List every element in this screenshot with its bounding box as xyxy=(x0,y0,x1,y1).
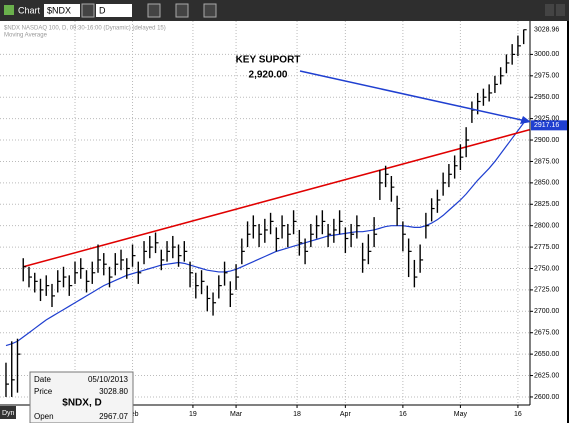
y-tick-label: 2650.00 xyxy=(534,351,559,358)
y-tick-label: 2975.00 xyxy=(534,73,559,80)
chart-subtitle: $NDX NASDAQ 100, D, 09:30-16:00 (Dynamic… xyxy=(4,26,166,32)
info-symbol: $NDX, D xyxy=(62,398,101,409)
x-tick-label: May xyxy=(454,411,468,418)
y-tick-label: 2900.00 xyxy=(534,137,559,144)
y-tick-label: 2875.00 xyxy=(534,158,559,165)
minimize-button[interactable] xyxy=(545,4,554,16)
moving-average xyxy=(5,122,525,347)
price-label-box xyxy=(531,24,567,35)
annotation-line: KEY SUPORT xyxy=(236,55,301,66)
y-tick-label: 2950.00 xyxy=(534,94,559,101)
y-tick-label: 2800.00 xyxy=(534,223,559,230)
interval-box[interactable] xyxy=(96,4,132,17)
mode-button[interactable] xyxy=(0,406,16,419)
price-label: 3028.96 xyxy=(534,26,559,33)
arrow-head xyxy=(520,116,531,124)
tool-button[interactable] xyxy=(175,3,189,18)
annotation-arrow xyxy=(299,70,527,122)
x-tick-label: 19 xyxy=(189,411,197,418)
plot-background xyxy=(0,21,567,423)
y-tick-label: 2700.00 xyxy=(534,308,559,315)
symbol-input[interactable]: $NDX xyxy=(47,5,71,15)
trendline xyxy=(23,129,530,268)
x-tick-label: 16 xyxy=(399,411,407,418)
annotation-line: 2,920.00 xyxy=(249,70,288,81)
interval-input[interactable]: D xyxy=(99,5,106,15)
price-label: 2917.16 xyxy=(534,122,559,129)
tool-button[interactable] xyxy=(203,3,217,18)
price-label-box xyxy=(531,120,567,131)
window-title: Chart xyxy=(18,5,41,15)
info-key: Date xyxy=(34,375,51,384)
chart-icon xyxy=(4,5,14,15)
x-tick-label: 16 xyxy=(514,411,522,418)
y-tick-label: 2925.00 xyxy=(534,115,559,122)
info-key: Open xyxy=(34,412,54,421)
info-value: 2967.07 xyxy=(99,412,128,421)
tool-button[interactable] xyxy=(147,3,161,18)
info-value: 3028.80 xyxy=(99,387,128,396)
y-tick-label: 3000.00 xyxy=(534,51,559,58)
x-tick-label: Mar xyxy=(230,411,243,418)
x-tick-label: Apr xyxy=(340,411,352,418)
indicator-label: Moving Average xyxy=(4,33,48,39)
y-tick-label: 2625.00 xyxy=(534,372,559,379)
y-tick-label: 2600.00 xyxy=(534,394,559,401)
mode-label[interactable]: Dyn xyxy=(2,410,15,417)
y-tick-label: 2675.00 xyxy=(534,330,559,337)
search-button[interactable] xyxy=(81,3,95,18)
y-tick-label: 2750.00 xyxy=(534,265,559,272)
info-box xyxy=(29,371,134,423)
y-tick-label: 2725.00 xyxy=(534,287,559,294)
x-tick-label: 18 xyxy=(293,411,301,418)
y-tick-label: 2775.00 xyxy=(534,244,559,251)
y-tick-label: 2850.00 xyxy=(534,180,559,187)
info-key: Price xyxy=(34,387,53,396)
toolbar xyxy=(0,0,569,21)
close-button[interactable] xyxy=(556,4,565,16)
y-tick-label: 2825.00 xyxy=(534,201,559,208)
symbol-box[interactable] xyxy=(44,4,80,17)
info-value: 05/10/2013 xyxy=(88,375,129,384)
